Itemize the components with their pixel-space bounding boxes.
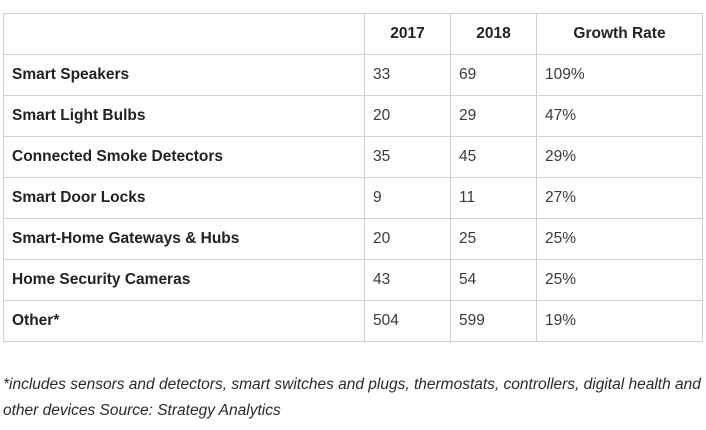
device-name-cell: Smart-Home Gateways & Hubs [3, 218, 365, 260]
value-2017-cell: 20 [364, 95, 451, 137]
table-row: Connected Smoke Detectors 35 45 29% [3, 136, 703, 178]
growth-rate-cell: 29% [536, 136, 703, 178]
device-name-cell: Connected Smoke Detectors [3, 136, 365, 178]
header-cell-2017: 2017 [364, 13, 451, 55]
device-name-cell: Home Security Cameras [3, 259, 365, 301]
device-name-cell: Smart Door Locks [3, 177, 365, 219]
value-2018-cell: 69 [450, 54, 537, 96]
value-2018-cell: 29 [450, 95, 537, 137]
data-table-container: 2017 2018 Growth Rate Smart Speakers 33 … [3, 13, 703, 342]
header-cell-growth-rate: Growth Rate [536, 13, 703, 55]
header-cell-device [3, 13, 365, 55]
growth-rate-cell: 47% [536, 95, 703, 137]
value-2018-cell: 45 [450, 136, 537, 178]
device-name-cell: Smart Light Bulbs [3, 95, 365, 137]
table-row: Other* 504 599 19% [3, 300, 703, 342]
value-2017-cell: 9 [364, 177, 451, 219]
growth-rate-cell: 25% [536, 259, 703, 301]
device-name-cell: Smart Speakers [3, 54, 365, 96]
value-2018-cell: 11 [450, 177, 537, 219]
growth-rate-cell: 27% [536, 177, 703, 219]
table-row: Smart Speakers 33 69 109% [3, 54, 703, 96]
value-2017-cell: 43 [364, 259, 451, 301]
source-footnote: *includes sensors and detectors, smart s… [3, 376, 701, 419]
growth-rate-cell: 19% [536, 300, 703, 342]
table-row: Smart-Home Gateways & Hubs 20 25 25% [3, 218, 703, 260]
growth-rate-cell: 109% [536, 54, 703, 96]
header-cell-2018: 2018 [450, 13, 537, 55]
device-name-cell: Other* [3, 300, 365, 342]
table-row: Smart Light Bulbs 20 29 47% [3, 95, 703, 137]
table-header-row: 2017 2018 Growth Rate [3, 13, 703, 55]
value-2018-cell: 599 [450, 300, 537, 342]
value-2018-cell: 54 [450, 259, 537, 301]
value-2017-cell: 504 [364, 300, 451, 342]
value-2018-cell: 25 [450, 218, 537, 260]
growth-rate-cell: 25% [536, 218, 703, 260]
device-growth-table: 2017 2018 Growth Rate Smart Speakers 33 … [3, 13, 703, 342]
table-row: Home Security Cameras 43 54 25% [3, 259, 703, 301]
value-2017-cell: 35 [364, 136, 451, 178]
value-2017-cell: 20 [364, 218, 451, 260]
value-2017-cell: 33 [364, 54, 451, 96]
table-row: Smart Door Locks 9 11 27% [3, 177, 703, 219]
